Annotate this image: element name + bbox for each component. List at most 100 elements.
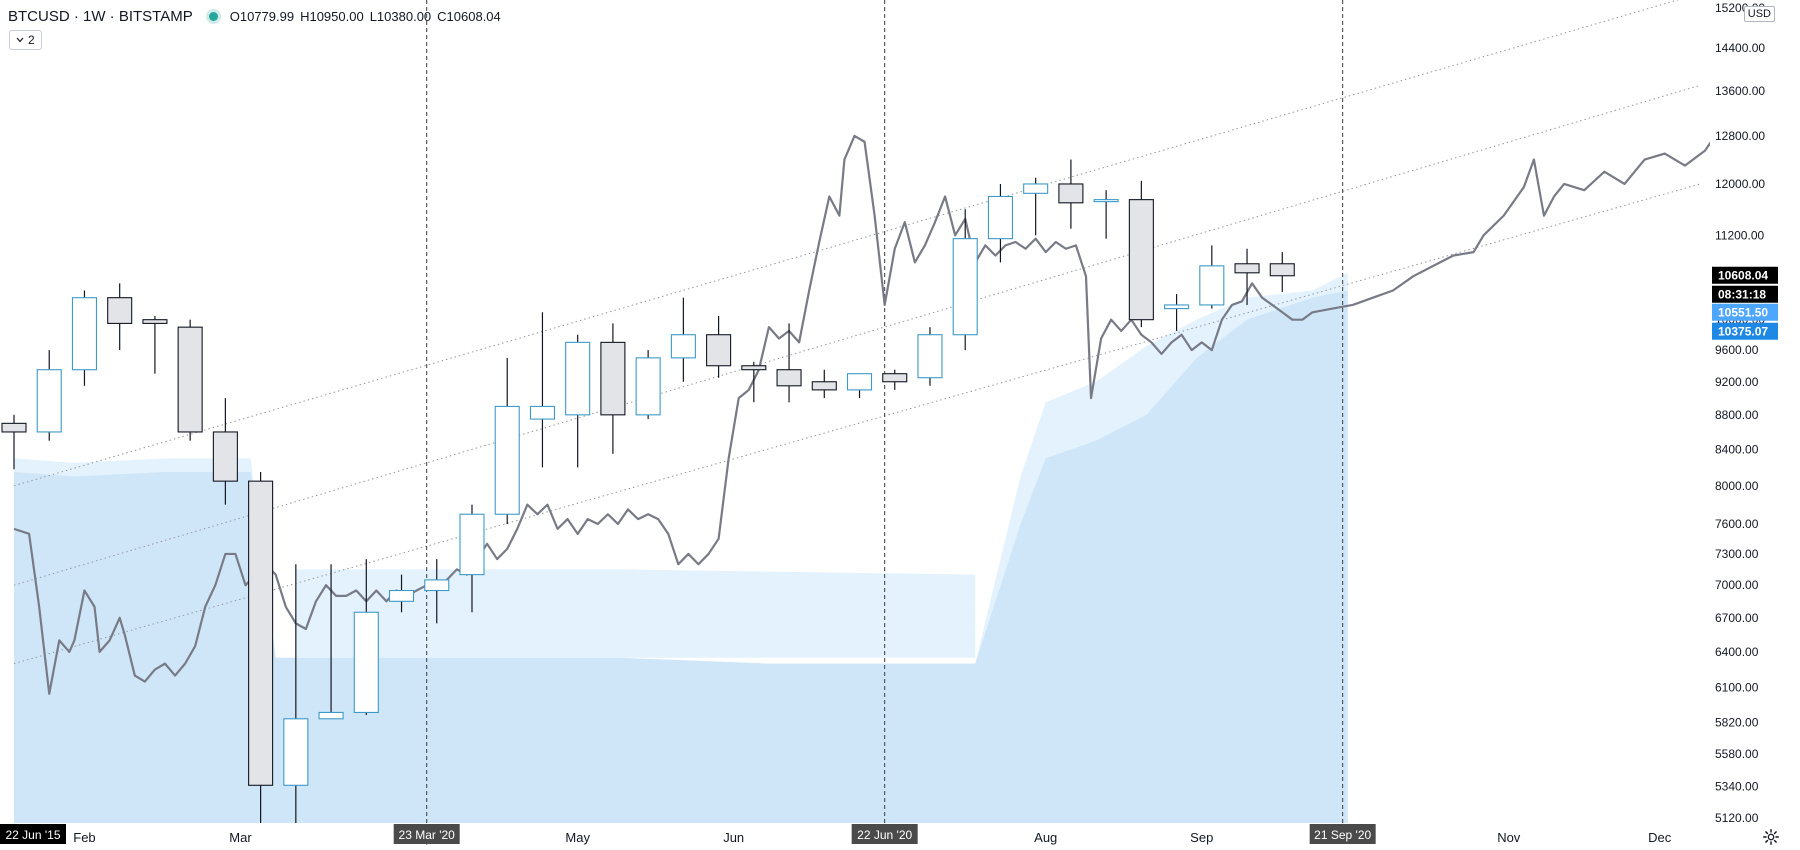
y-tick-label-14: 9600.00 bbox=[1715, 343, 1759, 357]
price-tag-label-2: 10551.50 bbox=[1718, 306, 1768, 320]
candle-body-16 bbox=[565, 341, 591, 416]
time-highlight-label-0: 22 Jun '15 bbox=[5, 828, 60, 842]
candle-body-3 bbox=[107, 297, 133, 324]
x-tick-label-4: Jun bbox=[723, 830, 744, 845]
candle-body-13 bbox=[459, 513, 485, 576]
candle-body-29 bbox=[1023, 183, 1049, 194]
currency-button[interactable]: USD bbox=[1743, 6, 1775, 22]
candle-body-14 bbox=[494, 405, 520, 515]
y-tick-label-19: 13600.00 bbox=[1715, 84, 1765, 98]
time-highlight-bg-1 bbox=[393, 824, 460, 844]
chevron-down-icon bbox=[16, 37, 24, 43]
candle-body-11 bbox=[388, 589, 415, 602]
price-tag-label-0: 10608.04 bbox=[1718, 269, 1768, 283]
y-tick-label-1: 5340.00 bbox=[1715, 780, 1759, 794]
y-tick-label-13: 9200.00 bbox=[1715, 375, 1759, 389]
candle-body-32 bbox=[1128, 199, 1154, 321]
plot-area bbox=[1, 0, 1710, 823]
y-tick-label-4: 6100.00 bbox=[1715, 681, 1759, 695]
candle-body-5 bbox=[177, 326, 203, 433]
y-tick-label-16: 11200.00 bbox=[1715, 228, 1764, 242]
candle-body-0 bbox=[1, 422, 27, 433]
market-status-dot bbox=[208, 12, 218, 21]
chart-header: BTCUSD · 1W · BITSTAMP O10779.99 H10950.… bbox=[8, 8, 505, 25]
candle-body-20 bbox=[706, 334, 732, 367]
candle-body-4 bbox=[142, 319, 168, 324]
y-tick-label-0: 5120.00 bbox=[1715, 811, 1759, 825]
y-tick-label-5: 6400.00 bbox=[1715, 645, 1759, 659]
candle-body-6 bbox=[212, 431, 238, 482]
candle-body-7 bbox=[248, 480, 274, 786]
candle-body-23 bbox=[811, 381, 837, 391]
candle-body-27 bbox=[952, 238, 978, 336]
channel-line-1 bbox=[13, 84, 1701, 586]
candle-body-9 bbox=[318, 711, 344, 720]
y-tick-label-6: 6700.00 bbox=[1715, 611, 1759, 625]
close-value: C10608.04 bbox=[437, 9, 501, 24]
price-tag-label-3: 10375.07 bbox=[1718, 325, 1768, 339]
price-tag-bg-1 bbox=[1712, 285, 1778, 303]
time-highlight-bg-0 bbox=[0, 824, 66, 844]
candle-body-22 bbox=[776, 369, 802, 387]
candle-body-35 bbox=[1234, 263, 1260, 274]
y-tick-label-11: 8400.00 bbox=[1715, 442, 1759, 456]
x-tick-label-10: Dec bbox=[1648, 830, 1672, 845]
candle-body-12 bbox=[424, 579, 450, 592]
x-tick-label-1: Mar bbox=[229, 830, 252, 845]
cloud-area-dark bbox=[14, 290, 1348, 823]
y-tick-label-8: 7300.00 bbox=[1715, 547, 1759, 561]
gear-icon[interactable] bbox=[1762, 828, 1780, 846]
ohlc-values: O10779.99 H10950.00 L10380.00 C10608.04 bbox=[230, 9, 505, 24]
time-highlight-label-2: 22 Jun '20 bbox=[857, 828, 912, 842]
time-highlight-bg-2 bbox=[851, 824, 918, 844]
candle-body-24 bbox=[846, 373, 873, 391]
candle-body-21 bbox=[741, 365, 767, 371]
channel-line-0 bbox=[13, 0, 1680, 487]
y-tick-label-18: 12800.00 bbox=[1715, 129, 1765, 143]
x-tick-label-3: May bbox=[565, 830, 590, 845]
y-tick-label-3: 5820.00 bbox=[1715, 716, 1759, 730]
symbol-title[interactable]: BTCUSD · 1W · BITSTAMP bbox=[8, 8, 193, 25]
candle-body-8 bbox=[283, 718, 309, 786]
candle-body-28 bbox=[987, 195, 1013, 240]
price-tag-bg-3 bbox=[1712, 322, 1778, 340]
open-value: O10779.99 bbox=[229, 9, 295, 24]
indicator-count: 2 bbox=[28, 33, 35, 47]
candle-body-1 bbox=[36, 369, 62, 433]
x-tick-label-6: Aug bbox=[1034, 830, 1057, 845]
y-tick-label-9: 7600.00 bbox=[1715, 517, 1759, 531]
indicators-toggle-button[interactable]: 2 bbox=[9, 30, 42, 50]
candle-body-26 bbox=[917, 334, 943, 379]
y-tick-label-10: 8000.00 bbox=[1715, 479, 1759, 493]
time-highlight-bg-3 bbox=[1309, 824, 1376, 844]
candle-body-17 bbox=[600, 341, 626, 416]
low-value: L10380.00 bbox=[369, 9, 432, 24]
x-tick-label-0: Feb bbox=[73, 830, 95, 845]
candle-body-36 bbox=[1269, 263, 1295, 277]
candle-body-18 bbox=[635, 357, 661, 416]
price-tag-label-1: 08:31:18 bbox=[1718, 288, 1766, 302]
candle-body-33 bbox=[1164, 304, 1190, 310]
y-tick-label-17: 12000.00 bbox=[1715, 177, 1765, 191]
time-highlight-label-3: 21 Sep '20 bbox=[1314, 828, 1371, 842]
time-highlight-label-1: 23 Mar '20 bbox=[399, 828, 456, 842]
candle-body-34 bbox=[1199, 265, 1225, 306]
candle-body-10 bbox=[353, 611, 379, 713]
y-tick-label-7: 7000.00 bbox=[1715, 578, 1759, 592]
candle-body-2 bbox=[71, 297, 98, 371]
y-tick-label-12: 8800.00 bbox=[1715, 408, 1759, 422]
candle-body-31 bbox=[1093, 199, 1119, 203]
candle-body-19 bbox=[670, 334, 696, 359]
candle-body-25 bbox=[882, 373, 908, 383]
price-tag-bg-0 bbox=[1712, 266, 1778, 284]
y-tick-label-2: 5580.00 bbox=[1715, 747, 1759, 761]
high-value: H10950.00 bbox=[300, 9, 364, 24]
candle-body-30 bbox=[1058, 183, 1084, 204]
y-tick-label-20: 14400.00 bbox=[1715, 41, 1765, 55]
candle-body-15 bbox=[529, 405, 555, 420]
x-tick-label-7: Sep bbox=[1190, 830, 1213, 845]
price-tag-bg-2 bbox=[1712, 303, 1778, 321]
cloud-band-light bbox=[295, 569, 976, 658]
x-tick-label-9: Nov bbox=[1497, 830, 1521, 845]
